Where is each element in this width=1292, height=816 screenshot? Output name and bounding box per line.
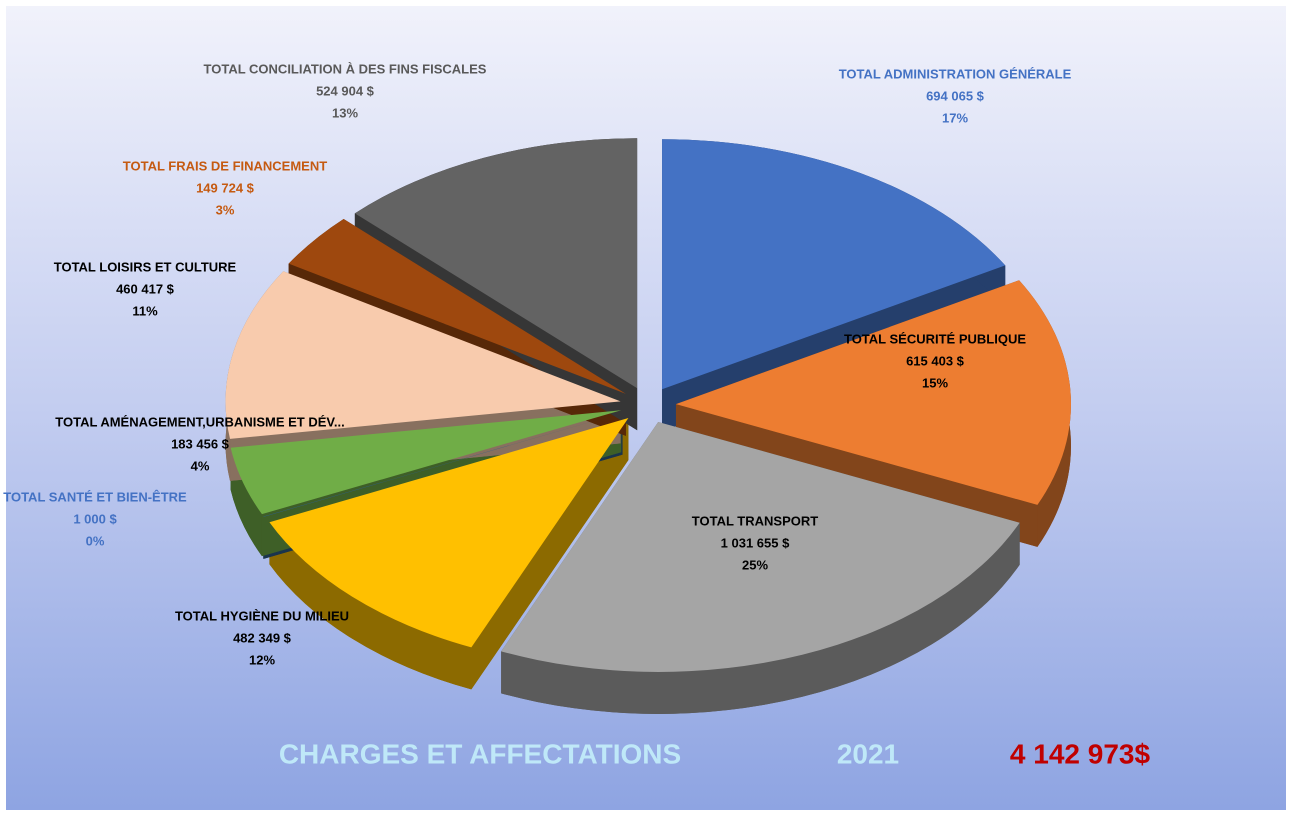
slice-label: TOTAL CONCILIATION À DES FINS FISCALES	[204, 61, 487, 76]
slice	[354, 138, 638, 389]
slice-label: TOTAL SÉCURITÉ PUBLIQUE	[844, 331, 1026, 346]
labels: TOTAL ADMINISTRATION GÉNÉRALE 694 065 $ 17…	[3, 61, 1071, 667]
value-label: 482 349 $	[233, 630, 292, 645]
pie	[225, 138, 1071, 714]
percent-label: 17%	[942, 110, 968, 125]
slice	[501, 421, 1020, 672]
slice	[662, 139, 1006, 390]
chart-title: CHARGES ET AFFECTATIONS	[279, 738, 681, 769]
slice-side	[501, 522, 1020, 714]
value-label: 183 456 $	[171, 436, 230, 451]
slice	[225, 271, 621, 439]
slice-side	[269, 522, 472, 690]
year: 2021	[837, 738, 899, 769]
percent-label: 15%	[922, 375, 948, 390]
slice-label: TOTAL LOISIRS ET CULTURE	[54, 259, 237, 274]
slice-label: TOTAL AMÉNAGEMENT,URBANISME ET DÉV...	[55, 414, 344, 429]
value-label: 1 000 $	[73, 511, 117, 526]
slice-label: TOTAL SANTÉ ET BIEN-ÊTRE	[3, 489, 187, 504]
slice-label: TOTAL FRAIS DE FINANCEMENT	[123, 158, 327, 173]
percent-label: 12%	[249, 652, 275, 667]
slice	[269, 418, 629, 648]
value-label: 524 904 $	[316, 83, 375, 98]
percent-label: 4%	[191, 458, 210, 473]
slice-label: TOTAL ADMINISTRATION GÉNÉRALE	[839, 66, 1072, 81]
value-label: 615 403 $	[906, 353, 965, 368]
slice	[263, 412, 623, 517]
percent-label: 11%	[132, 303, 158, 318]
percent-label: 0%	[86, 533, 105, 548]
slice-label: TOTAL HYGIÈNE DU MILIEU	[175, 608, 349, 623]
slice	[288, 218, 626, 394]
slice	[230, 410, 622, 515]
value-label: 694 065 $	[926, 88, 985, 103]
value-label: 460 417 $	[116, 281, 175, 296]
slice-side	[471, 418, 629, 690]
slice	[675, 280, 1071, 505]
value-label: 149 724 $	[196, 180, 255, 195]
percent-label: 13%	[332, 105, 358, 120]
percent-label: 3%	[216, 202, 235, 217]
percent-label: 25%	[742, 557, 768, 572]
slice-label: TOTAL TRANSPORT	[692, 513, 818, 528]
value-label: 1 031 655 $	[721, 535, 790, 550]
total: 4 142 973$	[1010, 738, 1151, 769]
